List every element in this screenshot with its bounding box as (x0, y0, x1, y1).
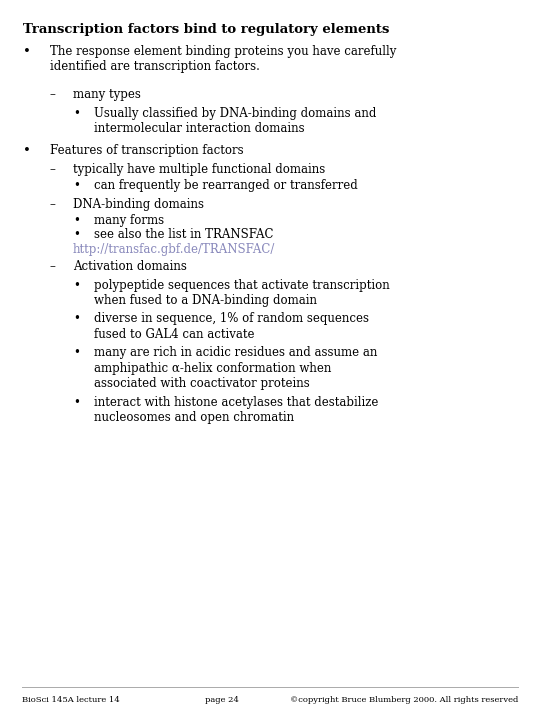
Text: page 24: page 24 (205, 696, 239, 703)
Text: http://transfac.gbf.de/TRANSFAC/: http://transfac.gbf.de/TRANSFAC/ (73, 243, 275, 256)
Text: many are rich in acidic residues and assume an
amphipathic α-helix conformation : many are rich in acidic residues and ass… (94, 346, 378, 390)
Text: –: – (50, 163, 56, 176)
Text: many types: many types (73, 88, 141, 101)
Text: •: • (73, 396, 80, 409)
Text: –: – (50, 88, 56, 101)
Text: typically have multiple functional domains: typically have multiple functional domai… (73, 163, 325, 176)
Text: –: – (50, 198, 56, 211)
Text: •: • (73, 228, 80, 241)
Text: •: • (23, 144, 31, 157)
Text: •: • (73, 312, 80, 325)
Text: •: • (73, 214, 80, 227)
Text: –: – (50, 260, 56, 273)
Text: •: • (73, 279, 80, 292)
Text: Activation domains: Activation domains (73, 260, 187, 273)
Text: •: • (23, 45, 31, 58)
Text: ©copyright Bruce Blumberg 2000. All rights reserved: ©copyright Bruce Blumberg 2000. All righ… (290, 696, 518, 703)
Text: polypeptide sequences that activate transcription
when fused to a DNA-binding do: polypeptide sequences that activate tran… (94, 279, 390, 307)
Text: many forms: many forms (94, 214, 165, 227)
Text: see also the list in TRANSFAC: see also the list in TRANSFAC (94, 228, 274, 241)
Text: Transcription factors bind to regulatory elements: Transcription factors bind to regulatory… (23, 23, 389, 36)
Text: can frequently be rearranged or transferred: can frequently be rearranged or transfer… (94, 179, 358, 192)
Text: •: • (73, 107, 80, 120)
Text: DNA-binding domains: DNA-binding domains (73, 198, 204, 211)
Text: The response element binding proteins you have carefully
identified are transcri: The response element binding proteins yo… (50, 45, 396, 73)
Text: diverse in sequence, 1% of random sequences
fused to GAL4 can activate: diverse in sequence, 1% of random sequen… (94, 312, 369, 341)
Text: Usually classified by DNA-binding domains and
intermolecular interaction domains: Usually classified by DNA-binding domain… (94, 107, 377, 135)
Text: •: • (73, 179, 80, 192)
Text: •: • (73, 346, 80, 359)
Text: interact with histone acetylases that destabilize
nucleosomes and open chromatin: interact with histone acetylases that de… (94, 396, 379, 425)
Text: Features of transcription factors: Features of transcription factors (50, 144, 244, 157)
Text: BioSci 145A lecture 14: BioSci 145A lecture 14 (22, 696, 119, 703)
